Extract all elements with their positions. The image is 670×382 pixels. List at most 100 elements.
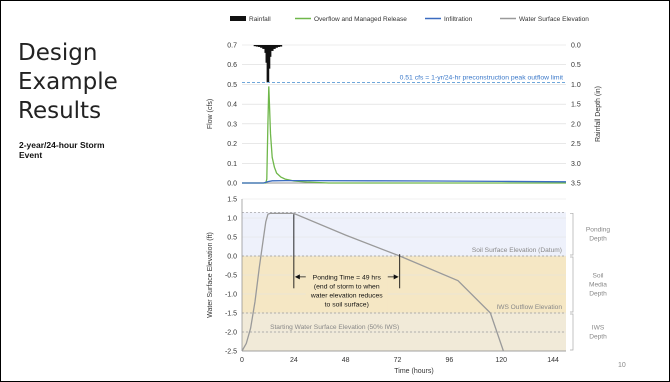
time-xtick-label: 24	[290, 357, 298, 364]
reference-line-labels: Soil Surface Elevation (Datum) IWS Outflo…	[270, 247, 562, 331]
zone-side-label-line: Ponding	[586, 227, 611, 234]
zone-bracket	[570, 256, 574, 313]
rainfall-ytick-label: 0.5	[571, 62, 581, 69]
zone-side-labels: Ponding Depth Soil Media Depth IWS Depth	[570, 212, 611, 351]
chart-legend: Rainfall Overflow and Managed Release Infi…	[230, 16, 589, 23]
legend-label-2: Infiltration	[444, 16, 473, 23]
time-xtick-label: 96	[445, 357, 453, 364]
zone-side-label-2: IWS Depth	[589, 325, 607, 341]
elevation-ytick-label: -2.5	[225, 349, 237, 356]
flow-ytick-label: 0.2	[227, 141, 237, 148]
time-xtick-label: 48	[342, 357, 350, 364]
zone-side-label-1: Soil Media Depth	[589, 273, 607, 298]
legend-rainfall-swatch	[230, 16, 246, 21]
time-xtick-label: 72	[394, 357, 402, 364]
rainfall-ytick-label: 3.0	[571, 161, 581, 168]
zone-band-0	[242, 212, 566, 256]
zone-side-label-line: Depth	[589, 291, 607, 298]
rainfall-ytick-label: 2.0	[571, 121, 581, 128]
elevation-ytick-label: -0.5	[225, 273, 237, 280]
flow-ytick-label: 0.1	[227, 161, 237, 168]
rainfall-ytick-label: 3.5	[571, 181, 581, 188]
zone-side-label-line: Depth	[589, 334, 607, 341]
rainfall-bar	[277, 45, 281, 47]
flow-ytick-label: 0.4	[227, 102, 237, 109]
zone-side-label-line: Depth	[589, 236, 607, 243]
rainfall-bar	[255, 45, 259, 47]
rainfall-ytick-label: 1.0	[571, 82, 581, 89]
elevation-ytick-label: -1.0	[225, 292, 237, 299]
title-line-3: Results	[18, 98, 102, 124]
legend-label-0: Rainfall	[249, 16, 271, 23]
reference-line-label-1: Soil Surface Elevation (Datum)	[472, 247, 562, 254]
zone-bracket	[570, 313, 574, 351]
water-surface-elevation-line	[241, 212, 505, 352]
time-axis-label: Time (hours)	[394, 368, 433, 375]
flow-ytick-label: 0.0	[227, 181, 237, 188]
time-xtick-label: 144	[547, 357, 559, 364]
flow-ytick-label: 0.5	[227, 82, 237, 89]
rainfall-ytick-label: 1.5	[571, 102, 581, 109]
rainfall-bar	[268, 45, 272, 57]
rainfall-bar	[279, 45, 283, 47]
title-line-2: Example	[18, 69, 118, 95]
rainfall-bar	[270, 45, 274, 51]
elevation-ytick-label: 1.0	[227, 216, 237, 223]
zone-side-label-line: Soil	[593, 273, 605, 280]
flow-ytick-label: 0.7	[227, 43, 237, 50]
flow-ytick-label: 0.6	[227, 62, 237, 69]
zone-band-1	[242, 256, 566, 313]
elevation-gridlines	[241, 198, 566, 352]
flow-series	[242, 82, 567, 184]
rainfall-bar	[257, 45, 261, 47]
overflow-line	[242, 86, 566, 184]
flow-ytick-label: 0.3	[227, 121, 237, 128]
rainfall-bar	[260, 45, 263, 48]
elevation-zones	[242, 212, 566, 351]
zone-side-label-line: IWS	[592, 325, 605, 332]
time-xtick-label: 0	[240, 357, 244, 364]
ponding-time-label-line: to soil surface)	[325, 301, 369, 308]
zone-side-label-line: Media	[589, 282, 607, 289]
time-xtick-label: 120	[495, 357, 507, 364]
flow-gridlines	[242, 44, 566, 184]
elevation-ytick-label: -2.0	[225, 330, 237, 337]
flow-axis-label: Flow (cfs)	[207, 99, 214, 129]
slide-title: Design Example Results	[18, 39, 188, 126]
zone-side-label-0: Ponding Depth	[586, 227, 611, 243]
rainfall-ytick-label: 0.0	[571, 43, 581, 50]
reference-line-label-2: IWS Outflow Elevation	[496, 304, 562, 311]
water-elevation-chart: 1.5 1.0 0.5 0.0 -0.5 -1.0 -1.5 -2.0 -2.50 24 48 72 9…	[207, 197, 610, 376]
elevation-axis-label: Water Surface Elevation (ft)	[207, 232, 214, 318]
limit-line-label: 0.51 cfs = 1-yr/24-hr preconstruction pe…	[400, 74, 563, 81]
elevation-ytick-label: 1.5	[227, 197, 237, 204]
reference-line-label-3: Starting Water Surface Elevation (50% IW…	[270, 324, 399, 331]
rainfall-bar	[262, 45, 265, 49]
slide-subtitle: 2-year/24-hour Storm Event	[19, 140, 169, 160]
rainfall-axis-label: Rainfall Depth (in)	[595, 86, 602, 142]
subtitle-line-2: Event	[19, 150, 43, 160]
elevation-tick-labels: 1.5 1.0 0.5 0.0 -0.5 -1.0 -1.5 -2.0 -2.50 24 48 72 9…	[225, 197, 559, 365]
elevation-ytick-label: 0.5	[227, 235, 237, 242]
legend-label-1: Overflow and Managed Release	[314, 16, 407, 23]
flow-chart: 0.0 0.1 0.2 0.3 0.4 0.5 0.6 0.7 0.0 0.5 1.0 1.5 2.0 2…	[207, 43, 602, 188]
infiltration-line	[242, 179, 567, 184]
elevation-ytick-label: 0.0	[227, 254, 237, 261]
zone-bracket	[570, 212, 574, 256]
rainfall-ytick-label: 2.5	[571, 141, 581, 148]
rainfall-bar	[275, 45, 278, 48]
subtitle-line-1: 2-year/24-hour Storm	[19, 140, 105, 150]
ponding-time-annotation: Ponding Time = 49 hrs (end of storm to wh…	[293, 214, 401, 312]
slide-number: 10	[618, 362, 626, 369]
rainfall-bar	[273, 45, 276, 49]
title-line-1: Design	[18, 40, 98, 66]
ponding-time-label-line: (end of storm to when	[314, 283, 380, 290]
ponding-time-label-line: water elevation reduces	[310, 292, 383, 299]
ponding-time-label-box	[305, 271, 388, 312]
elevation-ytick-label: -1.5	[225, 311, 237, 318]
legend-label-3: Water Surface Elevation	[519, 16, 589, 23]
rainfall-bars	[253, 45, 283, 83]
ponding-time-arrowhead-right	[393, 274, 399, 280]
ponding-time-label-line: Ponding Time = 49 hrs	[313, 274, 382, 281]
